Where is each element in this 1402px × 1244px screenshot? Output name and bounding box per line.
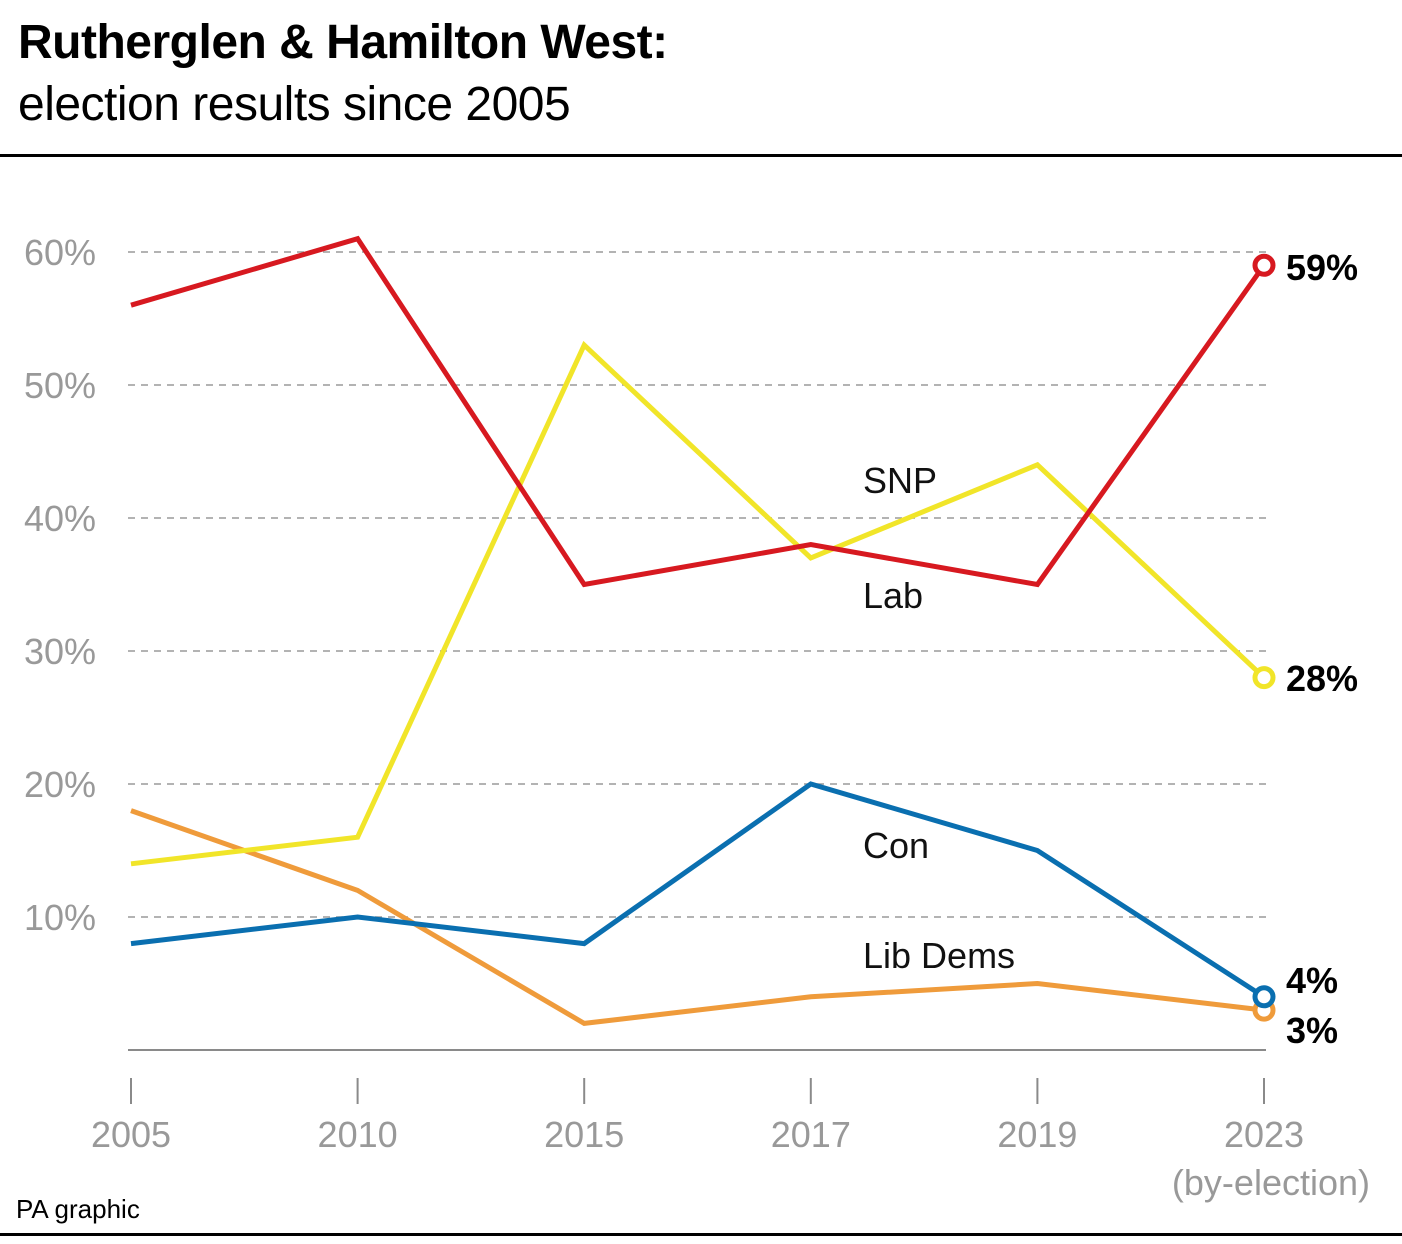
end-marker-snp bbox=[1252, 666, 1276, 690]
x-tick-label: 2005 bbox=[91, 1114, 171, 1155]
end-value-label-snp: 28% bbox=[1286, 658, 1358, 699]
end-value-label-lib-dems: 3% bbox=[1286, 1010, 1338, 1051]
chart-title: Rutherglen & Hamilton West: bbox=[18, 16, 668, 69]
credit-text: PA graphic bbox=[16, 1194, 140, 1224]
y-tick-label: 40% bbox=[24, 498, 96, 539]
chart-subtitle: election results since 2005 bbox=[18, 78, 571, 131]
x-tick-label: 2023 bbox=[1224, 1114, 1304, 1155]
end-marker-lab bbox=[1252, 253, 1276, 277]
y-tick-label: 20% bbox=[24, 764, 96, 805]
top-divider bbox=[0, 154, 1402, 157]
end-marker-con bbox=[1252, 985, 1276, 1009]
series-label-lib-dems: Lib Dems bbox=[863, 935, 1015, 976]
series-line-snp bbox=[130, 340, 1266, 867]
end-value-label-con: 4% bbox=[1286, 960, 1338, 1001]
x-tick-label: 2010 bbox=[318, 1114, 398, 1155]
x-tick-label: 2017 bbox=[771, 1114, 851, 1155]
series-label-snp: SNP bbox=[863, 460, 937, 501]
series-line-lab bbox=[130, 235, 1267, 588]
end-value-label-lab: 59% bbox=[1286, 247, 1358, 288]
series-label-con: Con bbox=[863, 825, 929, 866]
bottom-divider bbox=[0, 1233, 1402, 1236]
series-line-con bbox=[130, 781, 1266, 999]
y-tick-label: 30% bbox=[24, 631, 96, 672]
y-tick-label: 50% bbox=[24, 365, 96, 406]
x-tick-sublabel: (by-election) bbox=[1172, 1162, 1370, 1203]
x-tick-label: 2019 bbox=[997, 1114, 1077, 1155]
series-label-lab: Lab bbox=[863, 575, 923, 616]
y-tick-label: 10% bbox=[24, 897, 96, 938]
series-line-lib-dems bbox=[130, 808, 1265, 1026]
x-tick-label: 2015 bbox=[544, 1114, 624, 1155]
y-tick-label: 60% bbox=[24, 232, 96, 273]
